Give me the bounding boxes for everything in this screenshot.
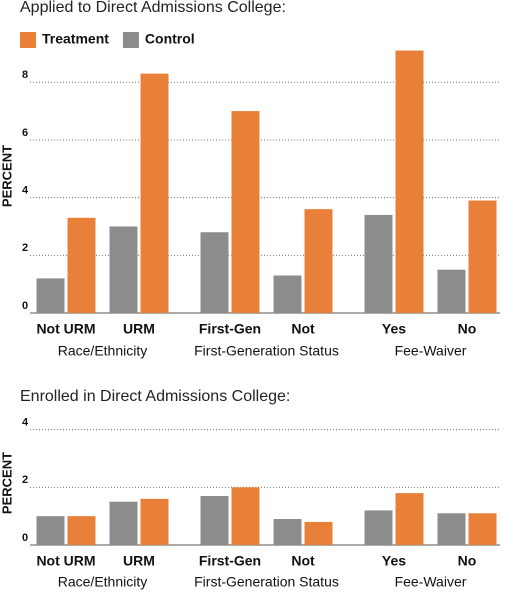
group-label: Race/Ethnicity [58,574,147,590]
bar [437,513,466,545]
bar [273,519,302,545]
group-label: Race/Ethnicity [58,343,147,359]
y-tick-label: 0 [22,532,28,544]
x-tick-label: First-Gen [199,553,261,569]
bar [468,513,497,545]
bar [200,495,229,545]
bar [304,521,333,545]
bar [140,73,169,313]
chart-title: Applied to Direct Admissions College: [20,0,286,16]
group-label: First-Generation Status [194,574,339,590]
y-tick-label: 2 [22,474,28,486]
bar [231,487,260,545]
bar [273,275,302,313]
bar [36,278,65,313]
legend-swatch [20,32,36,48]
y-tick-label: 2 [22,242,28,254]
legend-label: Treatment [42,31,109,47]
bar [140,498,169,545]
y-tick-label: 0 [22,300,28,312]
x-tick-label: Not URM [36,553,95,569]
chart-title: Enrolled in Direct Admissions College: [20,388,290,405]
x-tick-label: URM [123,553,155,569]
y-tick-label: 8 [22,69,28,81]
legend-label: Control [145,31,195,47]
x-tick-label: No [458,553,477,569]
bar [395,50,424,314]
x-tick-label: First-Gen [199,321,261,337]
x-tick-label: Yes [382,553,406,569]
bar [364,510,393,545]
y-tick-label: 4 [22,417,29,429]
bar [231,111,260,314]
y-tick-label: 6 [22,127,28,139]
bar [364,214,393,313]
bar [67,516,96,545]
x-tick-label: No [458,321,477,337]
legend-swatch [122,32,139,48]
bar [67,217,96,313]
group-label: First-Generation Status [194,343,339,359]
x-tick-label: Not [291,553,315,569]
x-tick-label: Yes [382,321,406,337]
group-label: Fee-Waiver [395,574,467,590]
bar [395,493,424,545]
bar [304,209,333,313]
y-axis-label: PERCENT [0,452,14,514]
y-tick-label: 4 [22,185,29,197]
bar [437,269,466,313]
group-label: Fee-Waiver [395,343,467,359]
bar [109,501,138,545]
bar [468,200,497,313]
x-tick-label: URM [123,321,155,337]
x-tick-label: Not URM [36,321,95,337]
bar [36,516,65,545]
x-tick-label: Not [291,321,315,337]
bar [109,226,138,313]
bar [200,232,229,313]
y-axis-label: PERCENT [0,145,14,207]
